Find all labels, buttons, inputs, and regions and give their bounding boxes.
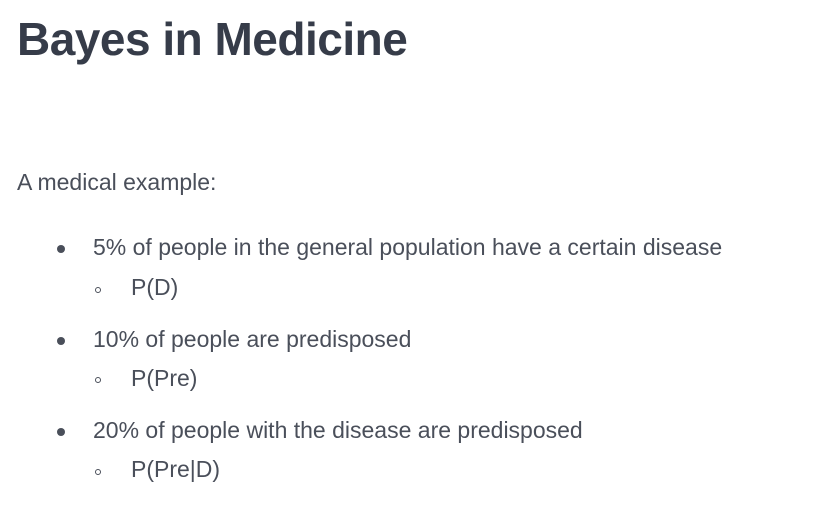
intro-text: A medical example: (17, 169, 217, 195)
sub-bullet-text: P(D) (131, 274, 179, 300)
bullet-item: 5% of people in the general population h… (0, 231, 831, 311)
bullet-dot-icon (57, 337, 65, 345)
bullet-item: 20% of people with the disease are predi… (0, 414, 831, 494)
bullet-dot-icon (57, 428, 65, 436)
bullet-dot-icon (57, 245, 65, 253)
bullet-text: 10% of people are predisposed (93, 326, 412, 352)
page-title: Bayes in Medicine (17, 13, 408, 65)
bullet-text: 5% of people in the general population h… (93, 234, 723, 260)
sub-bullet-circle-icon (95, 287, 101, 293)
sub-bullet-text: P(Pre) (131, 365, 198, 391)
bullet-item: 10% of people are predisposed P(Pre) (0, 323, 831, 403)
sub-bullet-circle-icon (95, 469, 101, 475)
bullet-text: 20% of people with the disease are predi… (93, 417, 583, 443)
sub-bullet-text: P(Pre|D) (131, 456, 221, 482)
sub-bullet-circle-icon (95, 377, 101, 383)
